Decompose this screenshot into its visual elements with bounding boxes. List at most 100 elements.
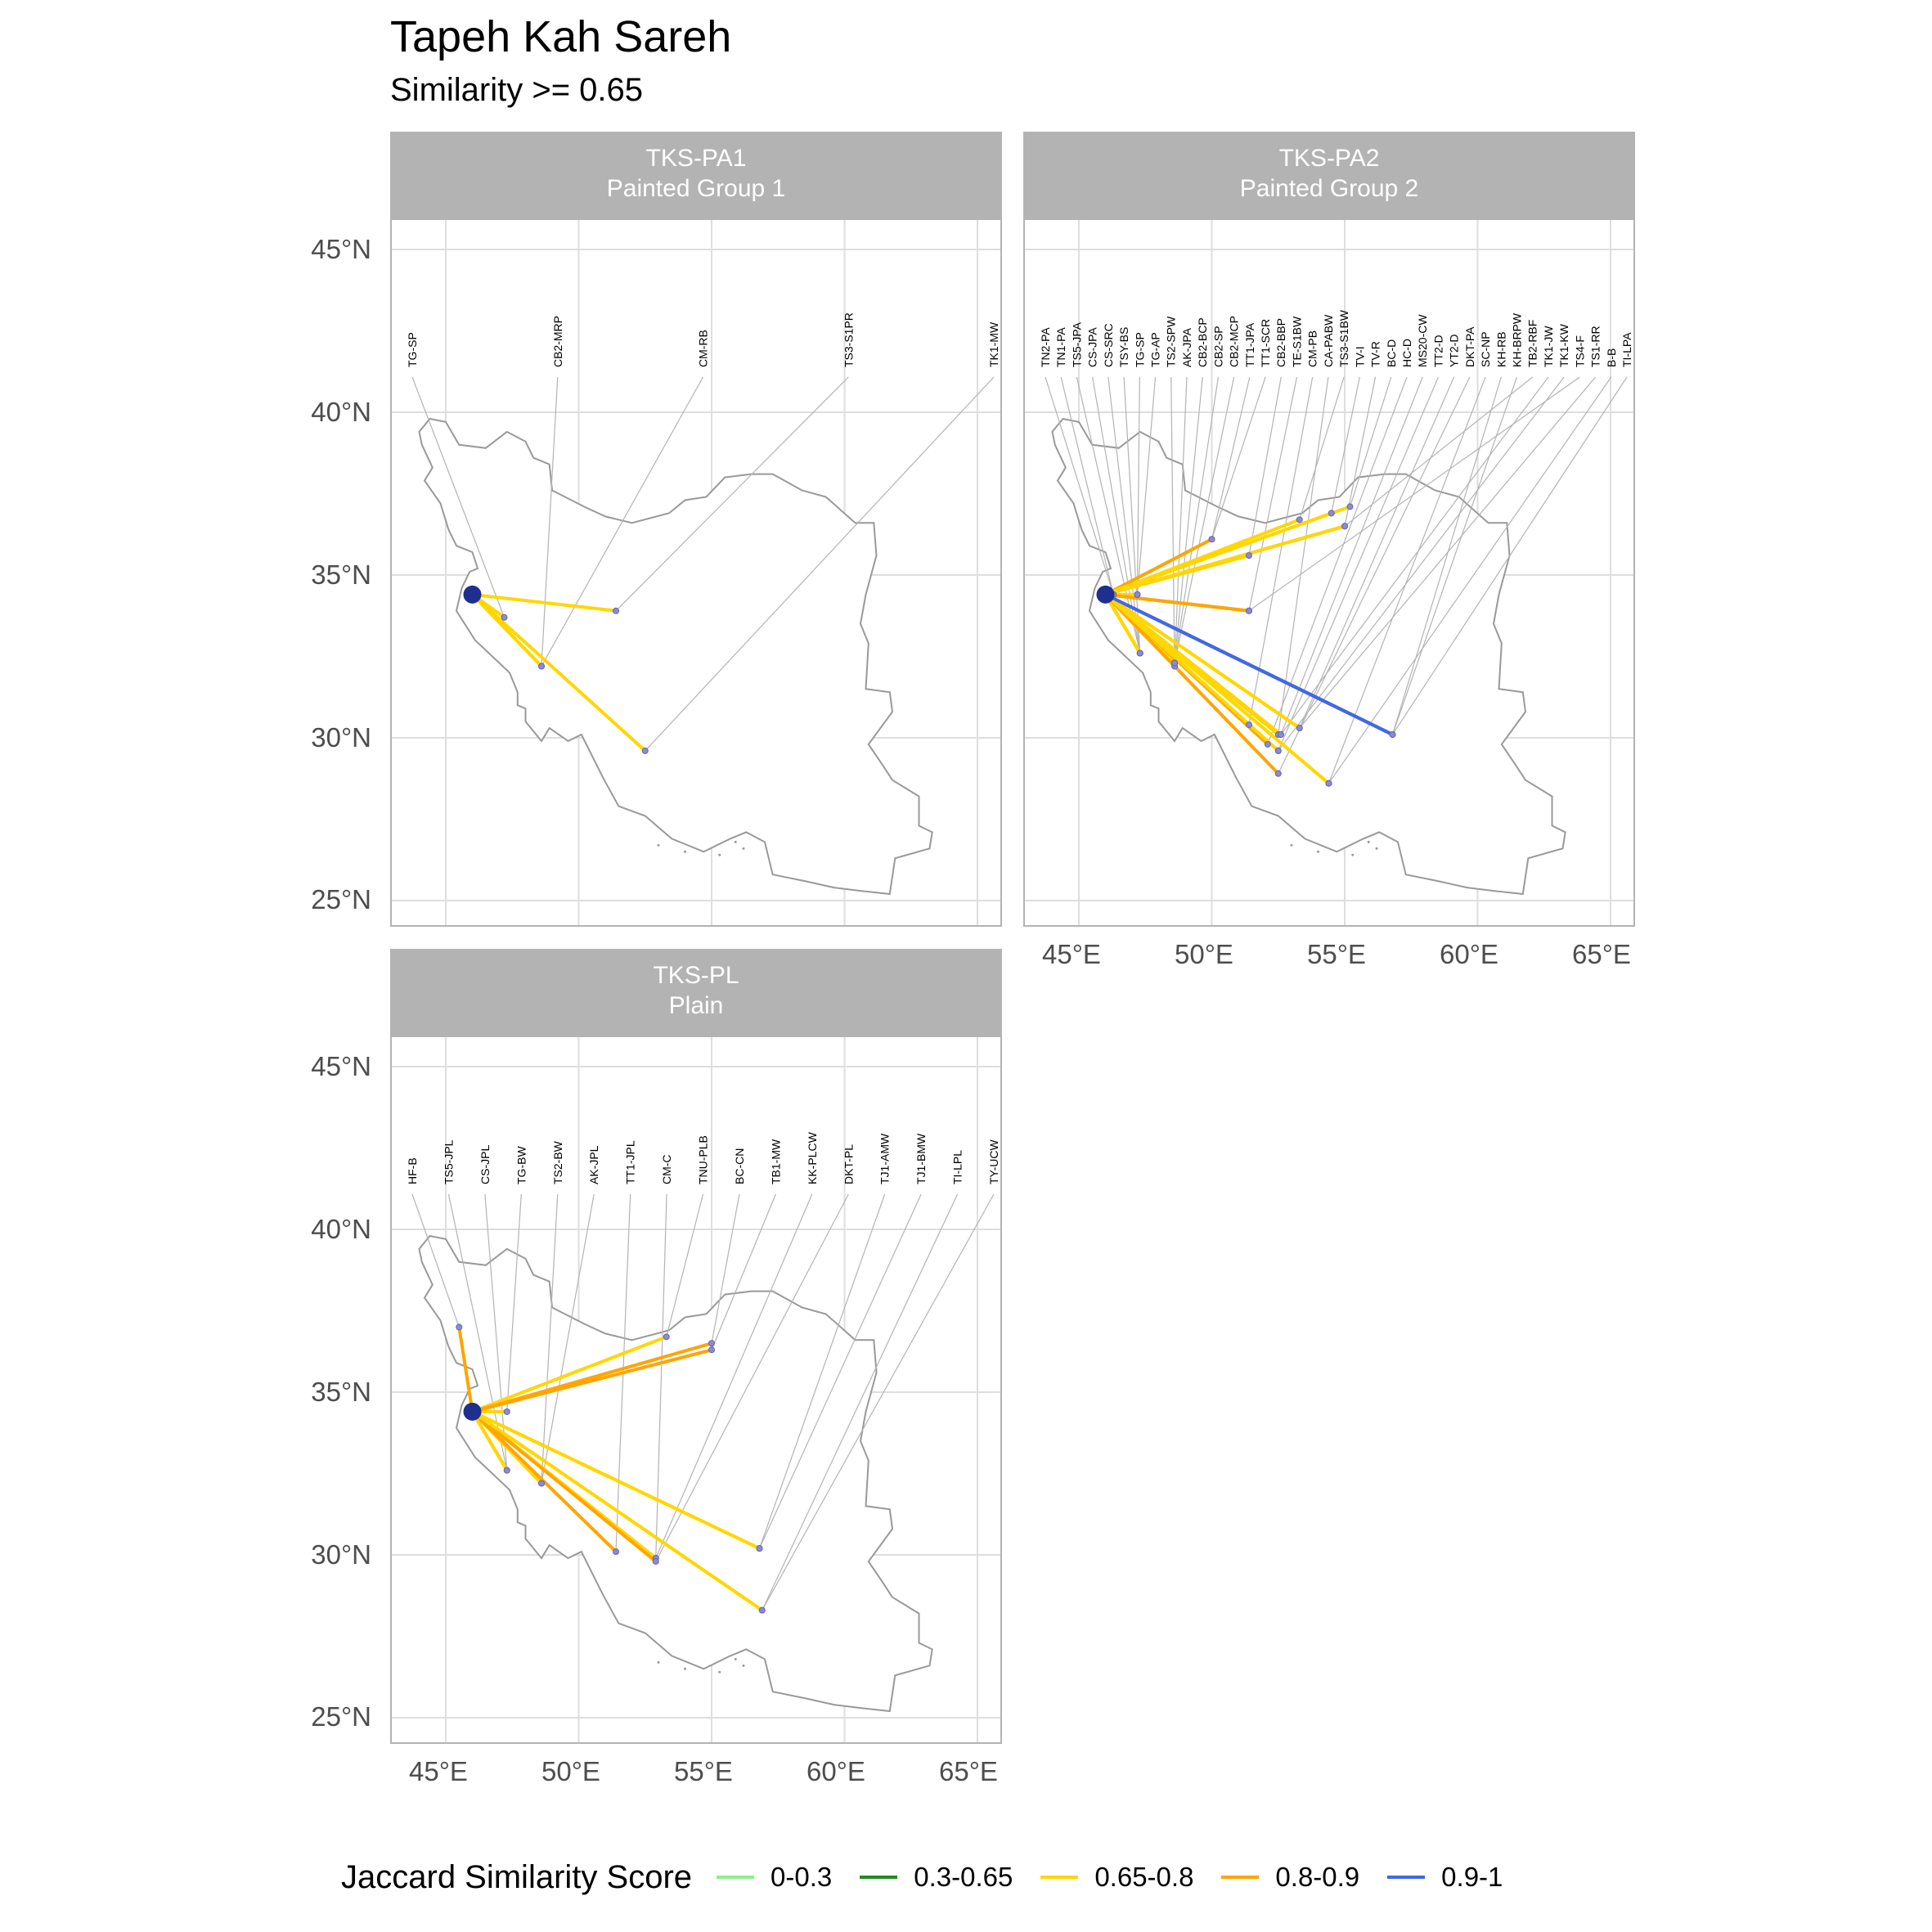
- site-label: TS3-S1BW: [1337, 309, 1350, 367]
- legend-label: 0-0.3: [771, 1862, 833, 1892]
- site-label: TN1-PA: [1054, 327, 1067, 367]
- leader-line: [655, 1193, 849, 1562]
- legend-item: 0.65-0.8: [1040, 1862, 1193, 1893]
- site-label: TB2-RBF: [1526, 320, 1539, 367]
- similarity-link: [471, 1410, 763, 1612]
- site-label: TJ1-BMW: [914, 1133, 928, 1184]
- site-label: CM-PB: [1306, 330, 1319, 367]
- leader-line: [1278, 376, 1439, 752]
- legend-title: Jaccard Similarity Score: [341, 1858, 693, 1895]
- leader-line: [1045, 376, 1114, 595]
- similarity-link: [471, 593, 647, 753]
- leader-line: [758, 1193, 886, 1549]
- x-tick-label: 55°E: [674, 1756, 733, 1786]
- legend-key: [1387, 1876, 1426, 1879]
- country-outline-iran: [418, 417, 933, 896]
- legend-item: 0.9-1: [1387, 1862, 1503, 1893]
- legend-label: 0.9-1: [1441, 1862, 1503, 1892]
- y-tick-label: 30°N: [311, 1539, 371, 1570]
- leader-line: [1136, 376, 1140, 595]
- chart-title: Tapeh Kah Sareh: [390, 12, 732, 61]
- y-tick-label: 35°N: [311, 559, 371, 590]
- leader-line: [1278, 376, 1471, 775]
- x-tick-label: 50°E: [1175, 939, 1233, 969]
- site-point: [641, 747, 649, 754]
- panel-name: Plain: [668, 992, 724, 1019]
- site-point: [758, 1606, 766, 1614]
- island-dot: [1375, 847, 1378, 850]
- x-tick-label: 65°E: [939, 1756, 998, 1786]
- leader-line: [1174, 376, 1203, 663]
- site-label: TV-R: [1369, 341, 1382, 367]
- x-tick-label: 60°E: [806, 1756, 865, 1786]
- site-label: TI-LPA: [1620, 332, 1633, 367]
- panel-code: TKS-PA1: [645, 145, 747, 172]
- leader-line: [1328, 376, 1612, 784]
- panel-name: Painted Group 1: [606, 175, 786, 202]
- site-point: [1208, 536, 1215, 543]
- site-point: [1325, 780, 1332, 787]
- site-label: TK1-MW: [987, 321, 1000, 367]
- leader-line: [762, 1193, 995, 1611]
- site-label: TG-SP: [1133, 332, 1146, 367]
- site-label: TT1-SCR: [1259, 319, 1272, 367]
- site-label: TS4-F: [1573, 335, 1586, 367]
- similarity-link: [1104, 537, 1213, 596]
- leader-line: [541, 1193, 559, 1484]
- site-label: TSY-BS: [1117, 327, 1130, 367]
- leader-line: [1278, 376, 1329, 735]
- site-label: TI-LPL: [951, 1150, 964, 1184]
- site-label: TS5-JPL: [442, 1139, 455, 1184]
- legend-item: 0.8-0.9: [1221, 1862, 1359, 1893]
- site-label: KH-BRPW: [1510, 312, 1523, 367]
- site-label: TN2-PA: [1039, 327, 1052, 367]
- similarity-link: [1104, 593, 1330, 785]
- panel-strip-tks-pl: TKS-PL Plain: [390, 949, 1002, 1036]
- site-label: TS1-RR: [1589, 326, 1602, 367]
- site-label: CA-PABW: [1322, 314, 1335, 367]
- leader-line: [655, 1193, 667, 1558]
- leader-line: [1248, 376, 1314, 726]
- site-point: [503, 1408, 510, 1415]
- country-outline-iran: [1051, 417, 1566, 896]
- similarity-link: [470, 1410, 509, 1471]
- site-label: BC-D: [1385, 339, 1398, 367]
- legend-key: [717, 1876, 755, 1879]
- legend-item: 0.3-0.65: [860, 1862, 1013, 1893]
- similarity-link: [471, 1335, 667, 1413]
- leader-line: [1349, 376, 1392, 507]
- country-outline-iran: [418, 1234, 933, 1713]
- similarity-link: [472, 592, 617, 613]
- leader-line: [541, 376, 704, 667]
- leader-line: [762, 1193, 959, 1611]
- island-dot: [657, 843, 660, 847]
- island-dot: [718, 1670, 721, 1674]
- site-label: TG-SP: [406, 332, 419, 367]
- x-tick-label: 65°E: [1572, 939, 1631, 969]
- leader-line: [1248, 376, 1580, 612]
- leader-line: [655, 1193, 813, 1559]
- leader-line: [1299, 376, 1455, 729]
- similarity-link: [1104, 524, 1346, 596]
- site-point: [1389, 731, 1396, 739]
- site-point: [1274, 747, 1282, 754]
- site-label: TS3-S1PR: [842, 312, 855, 367]
- similarity-link: [457, 1327, 474, 1413]
- island-dot: [1367, 840, 1370, 843]
- site-label: TB1-MW: [769, 1139, 782, 1184]
- leader-line: [1299, 376, 1345, 520]
- similarity-link: [1104, 505, 1351, 596]
- site-label: TV-I: [1353, 346, 1366, 367]
- site-label: CB2-MCP: [1228, 316, 1241, 367]
- site-label: TNU-PLB: [697, 1135, 710, 1184]
- leader-line: [1174, 376, 1235, 663]
- x-tick-label: 50°E: [541, 1756, 600, 1786]
- island-dot: [1317, 850, 1319, 853]
- site-point: [538, 1480, 545, 1487]
- island-dot: [684, 850, 686, 853]
- plot-area-tks-pa2: TN2-PA TN1-PA TS5-JPA CS-JPA CS-SRC TSY-BS TG-…: [1023, 218, 1635, 927]
- leader-line: [1248, 376, 1282, 556]
- site-point: [1296, 725, 1303, 732]
- y-tick-label: 35°N: [311, 1377, 371, 1407]
